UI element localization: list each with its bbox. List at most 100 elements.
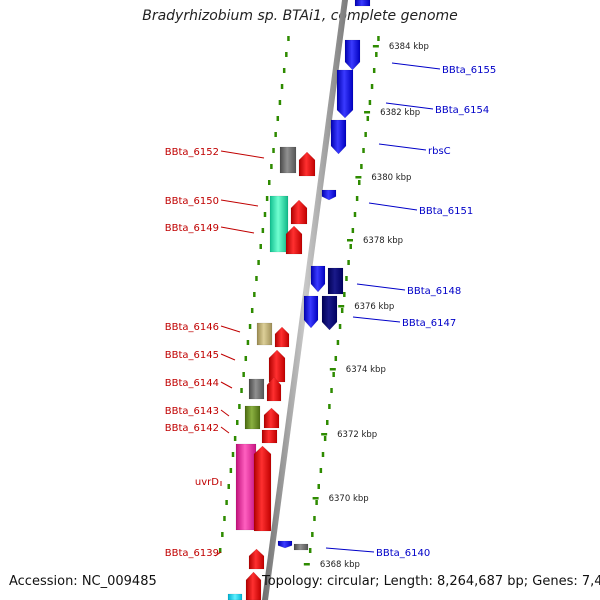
track-dot [364,132,367,137]
track-dot [244,356,248,361]
track-dot [282,68,286,73]
gene-arrow [298,151,316,177]
genes [227,0,371,600]
track-dot [343,292,346,297]
track-dot [336,340,340,345]
scale-tick [355,176,362,179]
track-dot [231,452,235,457]
track-dot [308,548,312,553]
track-dot [317,484,320,489]
scale-ticks: 6384 kbp 6382 kbp 6380 kbp 6378 kbp 6376 kbp… [303,42,429,570]
track-dot [263,212,267,217]
gene-arrow [344,39,361,71]
gene-label-text: BBta_6140 [376,548,430,559]
track-dot [259,244,262,249]
gene-label-text: rbsC [428,146,451,157]
gene-label-leader [220,381,233,389]
gene-label-leader [352,316,401,323]
track-dot [274,132,277,137]
gene-arrow [277,540,293,549]
topology-text: Topology: circular; Length: 8,264,687 bp… [262,574,600,589]
gene-label-leader [220,150,265,159]
track-dot [280,84,284,89]
track-dot [360,164,363,169]
gene-label-left: BBta_6143 [165,406,230,417]
gene-label-right: BBta_6151 [368,202,473,217]
track-dot [265,196,269,201]
gene-label-left: BBta_6146 [165,322,241,333]
scale-tick [364,111,371,114]
track-dot [250,308,254,313]
gene-label-text: BBta_6144 [165,378,219,389]
gene-arrow [244,405,261,430]
track-dot [287,36,290,41]
track-dot [255,276,258,281]
gene-label-text: BBta_6146 [165,322,219,333]
gene-label-left: BBta_6139 [165,548,222,559]
track-dot [218,548,222,553]
gene-label-text: BBta_6151 [419,206,473,217]
scale-tick [372,45,379,48]
track-dot [221,532,224,537]
track-dot [377,36,380,41]
scale-tick-label: 6382 kbp [380,108,420,118]
track-dot [355,196,359,201]
gene-arrow [330,119,347,155]
gene-label-right: BBta_6154 [385,102,489,116]
gene-label-left: BBta_6142 [165,423,230,434]
scale-tick-label: 6378 kbp [363,236,403,246]
gene-arrow [303,295,319,329]
track-dot [340,308,344,313]
scale-tick-label: 6374 kbp [346,365,386,375]
gene-label-right: rbsC [378,143,451,157]
track-dot [349,244,352,249]
track-dots [218,36,380,553]
gene-label-left: BBta_6145 [165,350,236,361]
gene-arrow [248,378,265,400]
gene-label-text: BBta_6142 [165,423,219,434]
gene-arrow [245,571,262,600]
track-dot [332,372,335,377]
track-dot [268,180,271,185]
track-dot [368,100,372,105]
gene-arrow [253,445,272,532]
track-dot [225,500,228,505]
gene-arrow [293,543,309,551]
gene-label-text: BBta_6154 [435,105,489,116]
gene-arrow [336,69,354,119]
gene-label-right: BBta_6148 [356,283,461,297]
track-dot [253,292,256,297]
track-dot [248,324,252,329]
track-dot [362,148,365,153]
gene-label-leader [325,547,375,553]
scale-tick-label: 6372 kbp [337,430,377,440]
gene-label-right: BBta_6140 [325,547,430,559]
track-dot [313,516,316,521]
gene-arrow [321,189,337,201]
gene-label-left: BBta_6152 [165,147,265,159]
gene-label-left: BBta_6144 [165,378,233,389]
track-dot [319,468,323,473]
gene-label-left: BBta_6149 [165,223,255,234]
gene-label-text: BBta_6139 [165,548,219,559]
gene-arrow [321,295,338,331]
gene-label-text: uvrD [195,477,219,488]
gene-label-leader [220,199,259,207]
scale-tick [321,433,328,436]
gene-label-text: BBta_6155 [442,65,496,76]
track-dot [347,260,350,265]
gene-arrow [266,376,282,402]
track-dot [270,164,273,169]
gene-label-leader [220,353,236,361]
gene-arrow [227,593,243,600]
gene-label-text: BBta_6147 [402,318,456,329]
gene-arrow [263,407,280,429]
gene-label-text: BBta_6148 [407,286,461,297]
track-dot [323,436,327,441]
gene-arrow [327,267,344,295]
gene-arrow [274,326,290,348]
track-dot [353,212,357,217]
gene-label-left: uvrD [195,477,222,488]
